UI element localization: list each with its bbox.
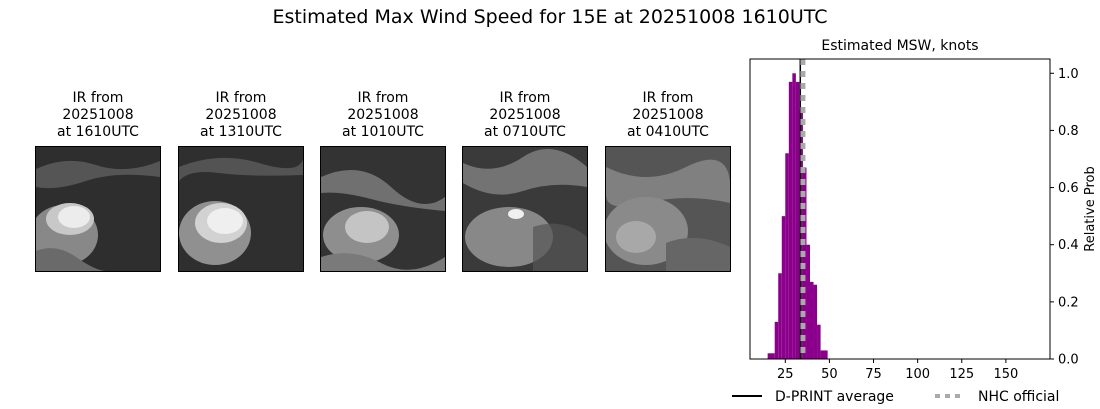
y-tick-label: 1.0 xyxy=(1058,67,1079,82)
panel-title: IR from 20251008 at 0710UTC xyxy=(484,90,566,140)
ir-satellite-image xyxy=(320,146,446,272)
ir-satellite-image xyxy=(35,146,161,272)
histogram-bar xyxy=(788,81,793,359)
histogram-bar xyxy=(774,321,779,359)
x-tick-label: 25 xyxy=(777,367,794,382)
histogram-bar xyxy=(806,244,810,359)
panel-title: IR from 20251008 at 1010UTC xyxy=(342,90,424,140)
x-tick-label: 50 xyxy=(821,367,838,382)
ir-satellite-image xyxy=(605,146,731,272)
legend-nhc-label: NHC official xyxy=(978,389,1059,405)
figure-title: Estimated Max Wind Speed for 15E at 2025… xyxy=(272,6,828,28)
x-tick-label: 100 xyxy=(905,367,930,382)
histogram-bars xyxy=(767,73,828,360)
y-axis: 0.0 0.2 0.4 0.6 0.8 1.0 xyxy=(1050,67,1079,368)
y-tick-label: 0.6 xyxy=(1058,181,1079,196)
x-tick-label: 125 xyxy=(949,367,974,382)
ir-satellite-image xyxy=(178,146,304,272)
ir-panel-1310: IR from 20251008 at 1310UTC xyxy=(178,90,304,272)
legend-dprint-label: D-PRINT average xyxy=(775,389,894,405)
histogram-bar xyxy=(795,81,800,359)
panel-title: IR from 20251008 at 1310UTC xyxy=(200,90,282,140)
plot-frame xyxy=(749,58,1051,360)
ir-panel-1610: IR from 20251008 at 1610UTC xyxy=(35,90,161,272)
x-axis: 25 50 75 100 125 150 xyxy=(777,359,1018,382)
histogram-bar xyxy=(781,216,786,359)
x-tick-label: 150 xyxy=(993,367,1018,382)
histogram-bar xyxy=(767,353,775,359)
histogram-bar xyxy=(778,273,782,359)
ir-satellite-image xyxy=(462,146,588,272)
y-axis-label: Relative Prob xyxy=(1083,166,1098,251)
y-tick-label: 0.8 xyxy=(1058,124,1079,139)
histogram-bar xyxy=(817,324,821,359)
panel-title: IR from 20251008 at 0410UTC xyxy=(627,90,709,140)
histogram-bar xyxy=(785,153,789,359)
y-tick-label: 0.0 xyxy=(1058,353,1079,368)
ir-panel-0710: IR from 20251008 at 0710UTC xyxy=(462,90,588,272)
histogram-bar xyxy=(810,281,814,359)
ir-panel-0410: IR from 20251008 at 0410UTC xyxy=(605,90,731,272)
histogram-bar xyxy=(820,350,828,359)
histogram-bar xyxy=(792,73,796,360)
histogram-bar xyxy=(813,284,818,359)
y-tick-label: 0.2 xyxy=(1058,295,1079,310)
panel-title: IR from 20251008 at 1610UTC xyxy=(57,90,139,140)
x-tick-label: 75 xyxy=(865,367,882,382)
ir-panel-1010: IR from 20251008 at 1010UTC xyxy=(320,90,446,272)
chart-title: Estimated MSW, knots xyxy=(821,38,978,54)
y-tick-label: 0.4 xyxy=(1058,238,1079,253)
legend: D-PRINT average NHC official xyxy=(732,389,1059,405)
histogram-bar xyxy=(799,110,803,359)
reference-lines xyxy=(799,59,806,359)
